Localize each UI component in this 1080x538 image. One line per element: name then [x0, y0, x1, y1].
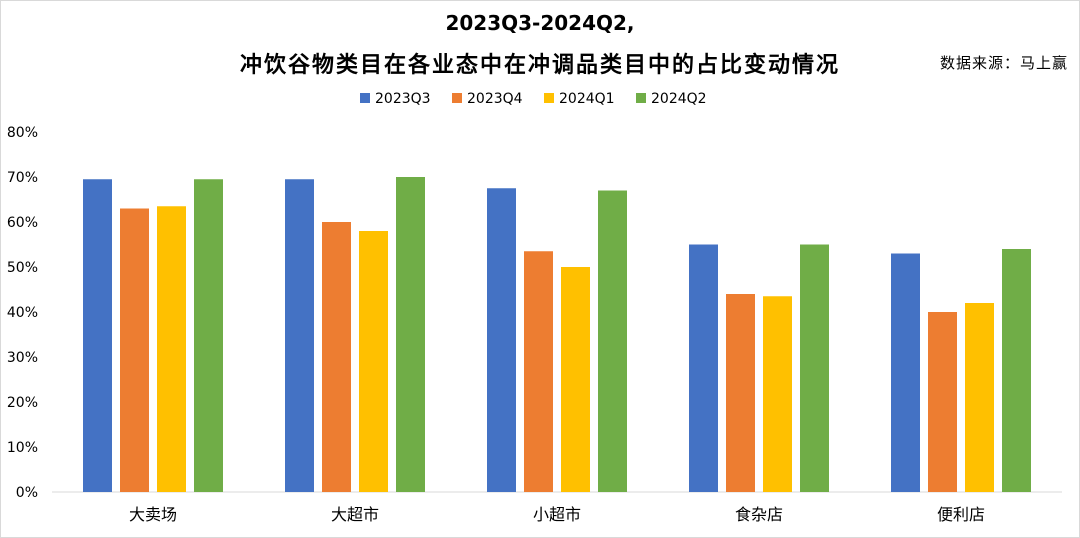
legend-label: 2024Q1: [559, 91, 615, 107]
bar-2023q3-5: [891, 253, 920, 492]
y-tick-label: 0%: [16, 485, 38, 501]
y-tick-label: 60%: [7, 215, 38, 231]
bar-2024q1-1: [157, 206, 186, 492]
y-tick-label: 10%: [7, 440, 38, 456]
bar-2023q3-2: [285, 179, 314, 492]
bar-2024q1-5: [965, 303, 994, 492]
legend-label: 2023Q3: [375, 91, 431, 107]
bar-2023q4-1: [120, 208, 149, 492]
bar-2024q1-4: [763, 296, 792, 492]
bar-2023q3-1: [83, 179, 112, 492]
bar-2024q2-2: [396, 177, 425, 492]
legend-label: 2024Q2: [651, 91, 707, 107]
x-tick-label: 便利店: [937, 505, 985, 524]
y-tick-label: 50%: [7, 260, 38, 276]
bar-2024q1-2: [359, 231, 388, 492]
legend-swatch-2023q4: [452, 93, 462, 103]
y-tick-label: 80%: [7, 125, 38, 141]
y-tick-label: 20%: [7, 395, 38, 411]
legend-label: 2023Q4: [467, 91, 523, 107]
y-tick-label: 70%: [7, 170, 38, 186]
bar-2024q2-5: [1002, 249, 1031, 492]
legend-swatch-2024q1: [544, 93, 554, 103]
x-tick-label: 大超市: [331, 505, 379, 524]
x-tick-label: 小超市: [533, 505, 581, 524]
bar-2023q4-3: [524, 251, 553, 492]
data-source-note: 数据来源：马上赢: [939, 54, 1068, 72]
bar-2024q2-3: [598, 190, 627, 492]
bar-2023q4-5: [928, 312, 957, 492]
bar-2023q4-2: [322, 222, 351, 492]
x-tick-label: 大卖场: [129, 505, 177, 524]
legend-swatch-2024q2: [636, 93, 646, 103]
x-tick-label: 食杂店: [735, 505, 783, 524]
bar-2024q2-1: [194, 179, 223, 492]
chart-title-line1: 2023Q3-2024Q2,: [445, 11, 635, 35]
y-tick-label: 40%: [7, 305, 38, 321]
y-tick-label: 30%: [7, 350, 38, 366]
chart-title-line2: 冲饮谷物类目在各业态中在冲调品类目中的占比变动情况: [239, 53, 840, 78]
bar-2023q3-3: [487, 188, 516, 492]
bar-2024q1-3: [561, 267, 590, 492]
legend-swatch-2023q3: [360, 93, 370, 103]
bar-2023q3-4: [689, 244, 718, 492]
bar-2024q2-4: [800, 244, 829, 492]
bar-2023q4-4: [726, 294, 755, 492]
